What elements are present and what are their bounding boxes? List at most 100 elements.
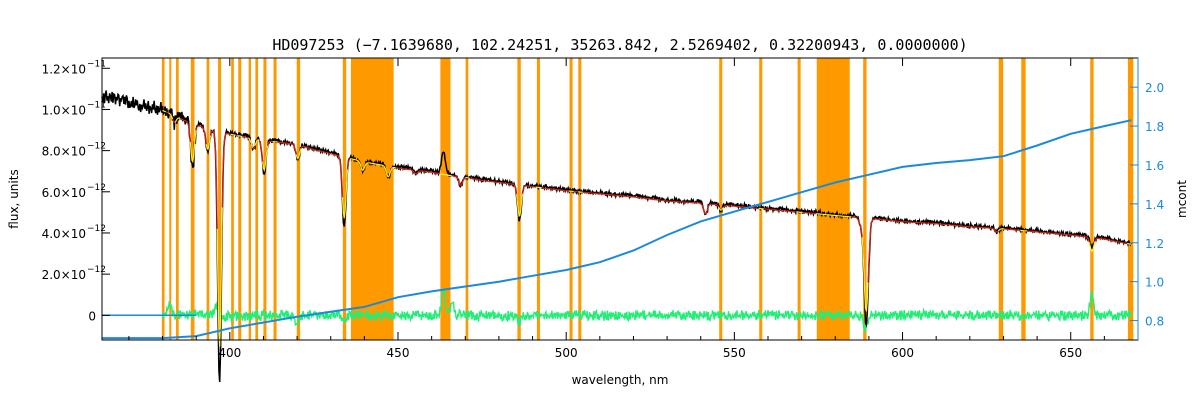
model-series bbox=[1004, 228, 1021, 231]
model-masked-series bbox=[230, 133, 236, 136]
masked-region bbox=[238, 58, 242, 340]
model-series bbox=[851, 216, 863, 237]
model-series bbox=[469, 177, 518, 195]
model-series bbox=[267, 140, 273, 146]
y2-axis-label: mcont bbox=[1175, 180, 1189, 218]
y2-tick-label: 0.8 bbox=[1145, 315, 1164, 329]
model-masked-series bbox=[262, 145, 269, 173]
model-masked-series bbox=[796, 211, 803, 214]
masked-region bbox=[719, 58, 723, 340]
model-series bbox=[451, 175, 466, 187]
x-tick-label: 500 bbox=[555, 346, 578, 360]
model-masked-series bbox=[861, 236, 869, 312]
y-tick-exponent: −11 bbox=[87, 100, 106, 110]
masked-region bbox=[536, 58, 540, 340]
masked-region bbox=[231, 58, 234, 340]
model-masked-series bbox=[162, 109, 167, 113]
model-series bbox=[165, 111, 169, 114]
y2-tick-label: 1.0 bbox=[1145, 276, 1164, 290]
x-tick-label: 450 bbox=[387, 346, 410, 360]
model-series bbox=[300, 145, 344, 198]
spectrum-series bbox=[101, 90, 1132, 383]
model-series bbox=[209, 130, 218, 229]
series-layer bbox=[101, 90, 1132, 383]
model-masked-series bbox=[439, 173, 452, 177]
model-masked-series bbox=[465, 176, 470, 179]
model-series bbox=[521, 185, 536, 194]
model-masked-series bbox=[341, 169, 349, 219]
model-masked-series bbox=[350, 158, 396, 178]
y-axis-label: flux, units bbox=[7, 169, 21, 228]
model-series bbox=[1026, 230, 1090, 243]
masked-region bbox=[190, 58, 195, 340]
y2-tick-label: 1.8 bbox=[1145, 120, 1164, 134]
model-masked-series bbox=[205, 135, 212, 151]
continuum-series bbox=[102, 119, 1132, 340]
model-series bbox=[179, 117, 191, 142]
model-series bbox=[722, 204, 759, 209]
model-series bbox=[1094, 237, 1128, 245]
masked-region bbox=[263, 58, 267, 340]
masked-regions bbox=[161, 58, 1134, 340]
masked-region bbox=[440, 58, 451, 340]
model-masked-series bbox=[237, 135, 243, 138]
y-tick-label: 2.0×10 bbox=[42, 268, 86, 282]
y2-tick-label: 1.6 bbox=[1145, 159, 1164, 173]
model-series bbox=[172, 118, 176, 124]
residual-series bbox=[161, 287, 1132, 334]
model-series bbox=[242, 135, 249, 139]
masked-region bbox=[350, 58, 394, 340]
masked-region bbox=[161, 58, 165, 340]
masked-region bbox=[465, 58, 469, 340]
masked-region bbox=[1021, 58, 1026, 340]
model-masked-series bbox=[997, 228, 1005, 232]
masked-region bbox=[206, 58, 210, 340]
chart-title: HD097253 (−7.1639680, 102.24251, 35263.8… bbox=[272, 36, 967, 54]
masked-region bbox=[759, 58, 763, 340]
model-series bbox=[252, 145, 256, 150]
model-series bbox=[258, 140, 264, 162]
model-masked-series bbox=[216, 207, 223, 347]
model-masked-series bbox=[174, 117, 181, 123]
y-tick-exponent: −12 bbox=[87, 183, 106, 193]
x-axis-label: wavelength, nm bbox=[572, 373, 669, 387]
model-series bbox=[582, 191, 719, 215]
model-series bbox=[867, 218, 999, 283]
model-series bbox=[541, 187, 569, 192]
model-masked-series bbox=[168, 112, 174, 120]
masked-region bbox=[248, 58, 252, 340]
y-tick-label: 6.0×10 bbox=[42, 186, 86, 200]
masked-region bbox=[578, 58, 582, 340]
model-masked-series bbox=[189, 130, 197, 164]
model-masked-series bbox=[272, 140, 278, 143]
x-tick-label: 650 bbox=[1059, 346, 1082, 360]
masked-region bbox=[176, 58, 179, 340]
y2-tick-label: 1.4 bbox=[1145, 198, 1164, 212]
model-masked-series bbox=[254, 139, 260, 146]
y2-tick-label: 1.2 bbox=[1145, 237, 1164, 251]
masked-region bbox=[517, 58, 521, 340]
y-tick-label: 0 bbox=[88, 309, 96, 323]
x-tick-label: 550 bbox=[723, 346, 746, 360]
y-tick-label: 1.2×10 bbox=[42, 62, 86, 76]
model-series bbox=[802, 211, 816, 215]
masked-region bbox=[816, 58, 850, 340]
masked-region bbox=[1127, 58, 1134, 340]
masked-region bbox=[863, 58, 867, 340]
y-tick-exponent: −12 bbox=[87, 224, 106, 234]
x-tick-label: 400 bbox=[218, 346, 241, 360]
y-tick-exponent: −11 bbox=[87, 59, 106, 69]
y-tick-label: 4.0×10 bbox=[42, 227, 86, 241]
model-masked-series bbox=[295, 147, 302, 160]
model-series bbox=[195, 125, 207, 145]
model-masked-series bbox=[1088, 241, 1096, 253]
model-masked-series bbox=[516, 193, 524, 218]
masked-region bbox=[296, 58, 301, 340]
model-masked-series bbox=[1020, 229, 1028, 232]
masked-region bbox=[273, 58, 277, 340]
y-tick-label: 1.0×10 bbox=[42, 103, 86, 117]
masked-region bbox=[342, 58, 347, 340]
model-masked-series bbox=[758, 207, 764, 210]
